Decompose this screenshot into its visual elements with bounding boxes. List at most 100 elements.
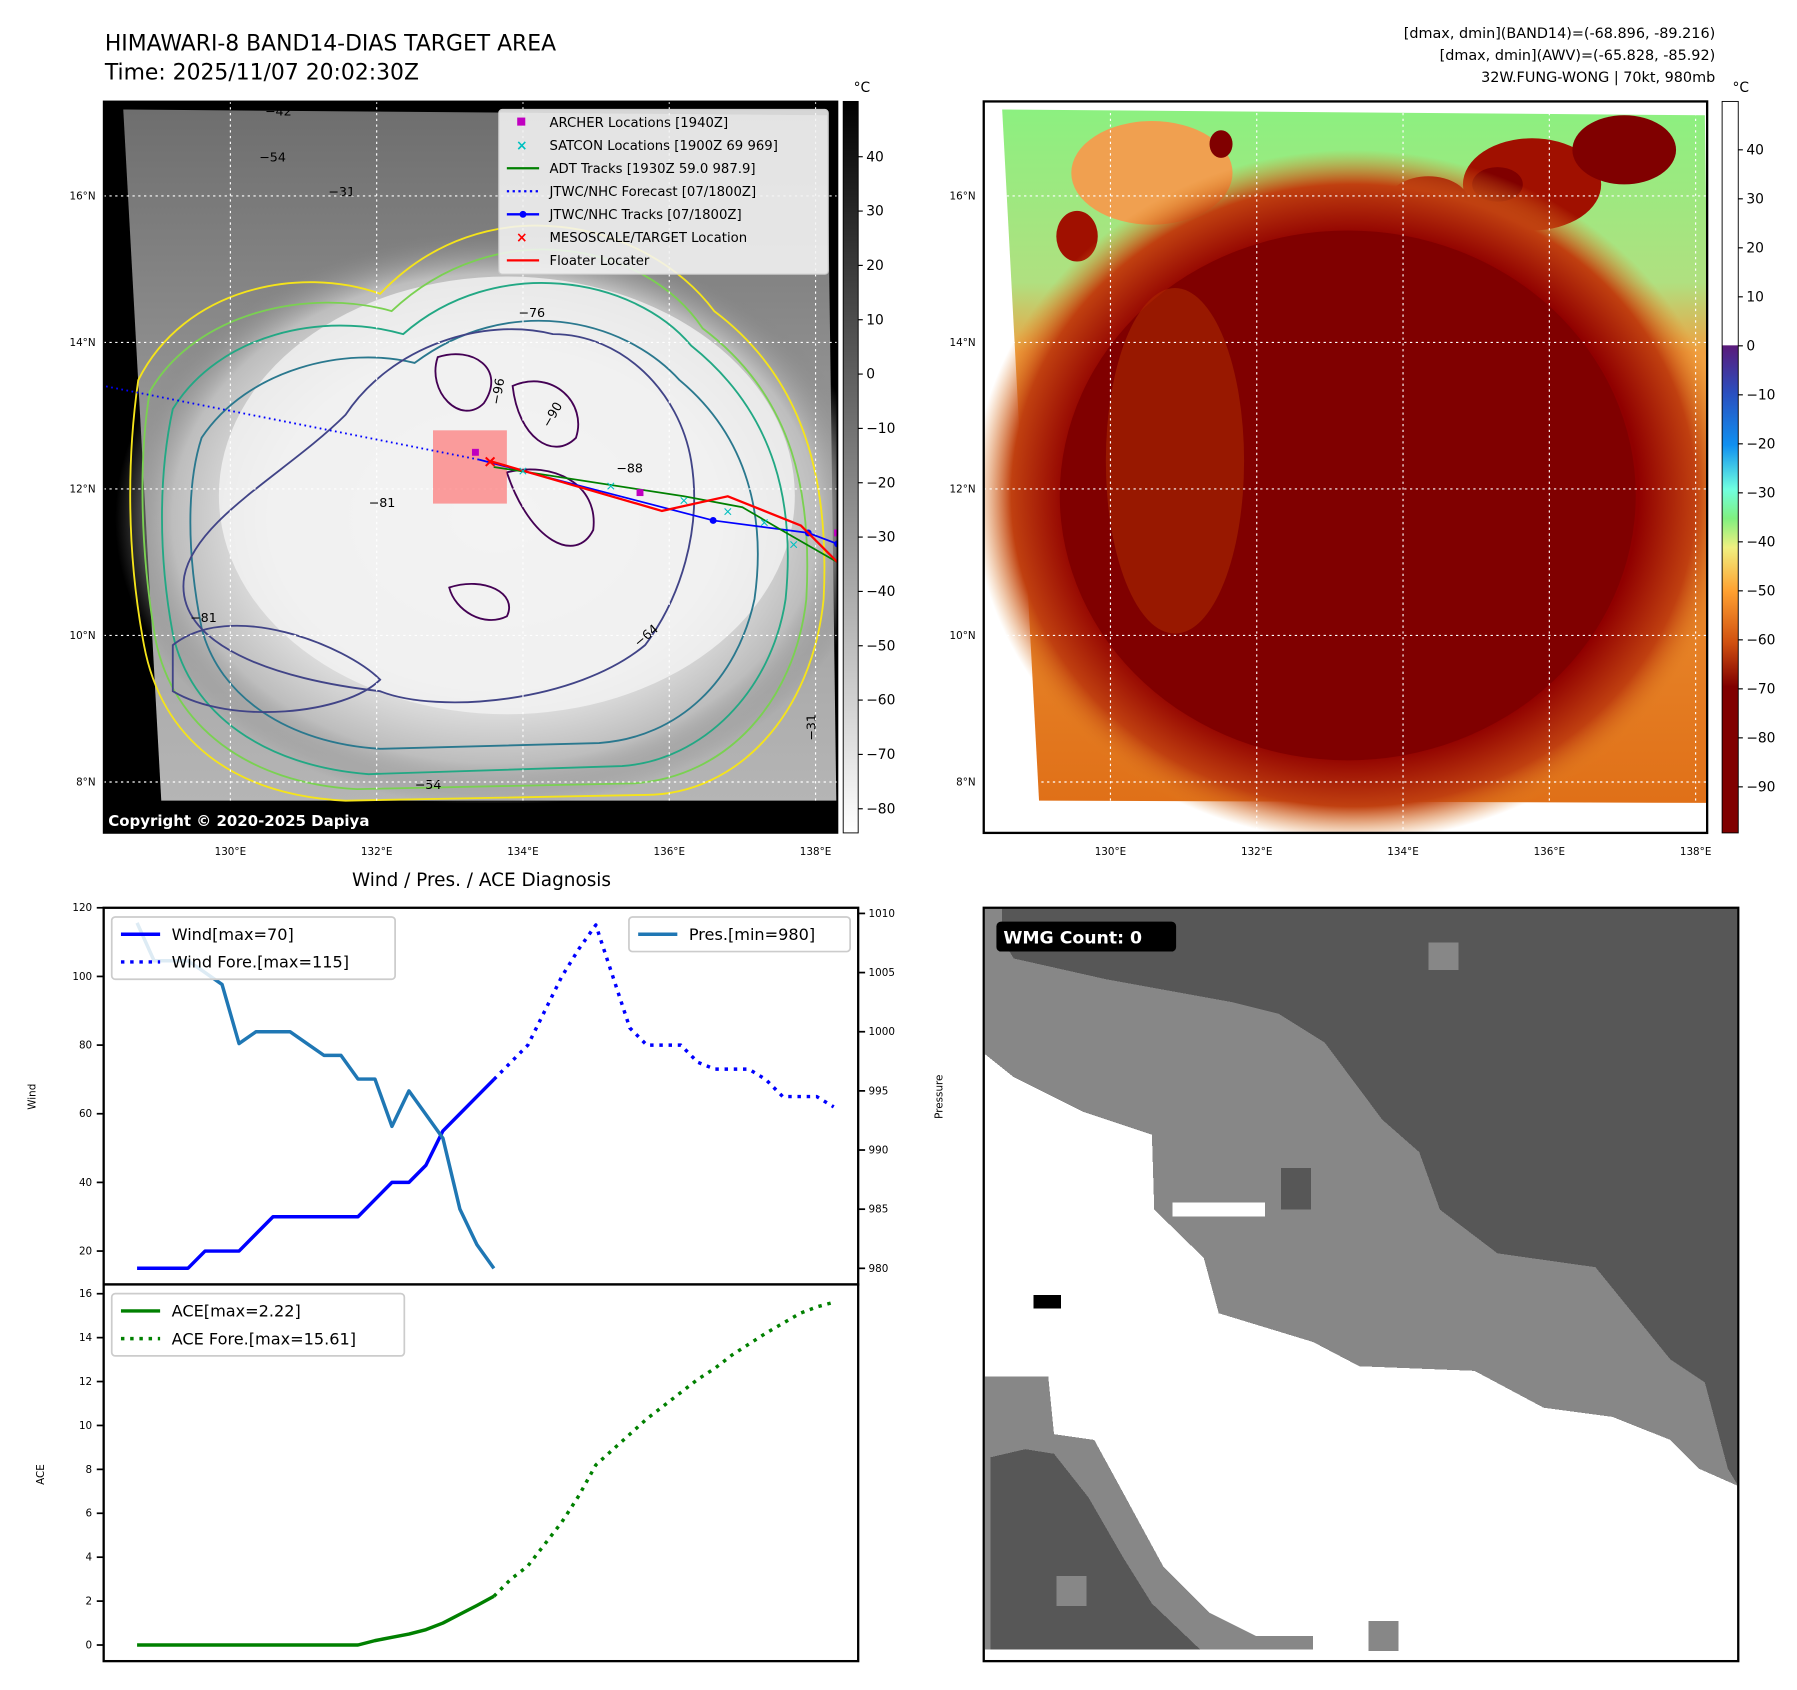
legend-label: Floater Locater: [549, 254, 649, 269]
colorbar-tick-label: −60: [866, 693, 895, 709]
colorbar-tick-label: −60: [1746, 632, 1775, 648]
y-tick-label: 20: [79, 1246, 92, 1258]
legend-item: JTWC/NHC Tracks [07/1800Z]: [506, 208, 742, 223]
adt-track-line: [493, 466, 838, 563]
legend-label: SATCON Locations [1900Z 69 969]: [549, 139, 777, 154]
svg-text:−76: −76: [518, 305, 545, 320]
legend-label: JTWC/NHC Tracks [07/1800Z]: [548, 208, 741, 223]
colorbar-tick-label: −20: [1746, 436, 1775, 452]
jtwc-track-point: [709, 516, 717, 524]
gridlines: [983, 101, 1708, 833]
chart-legend: [110, 916, 396, 981]
colorbar-tick-label: −10: [866, 421, 895, 437]
satcon-x-icon: ×: [722, 504, 733, 519]
legend-item: ARCHER Locations [1940Z]: [517, 116, 728, 131]
wind-pressure-chart: 20 40 60 80 100 120 980 985 990 995 1000 1005 1010 Wi…: [27, 902, 945, 1286]
satcon-x-icon: ×: [605, 478, 616, 493]
colorbar-tick-label: −70: [866, 747, 895, 763]
y-tick-label: 6: [86, 1508, 93, 1520]
satcon-x-icon: ×: [518, 463, 529, 478]
legend-label: MESOSCALE/TARGET Location: [549, 231, 747, 246]
y-tick-label: 40: [79, 1177, 92, 1189]
colorbar-tick-label: 40: [1746, 142, 1764, 158]
colorbar-unit: °C: [1732, 80, 1749, 96]
y-tick-label: 60: [79, 1108, 92, 1120]
x-marker-icon: ×: [516, 138, 528, 154]
legend-label: Wind[max=70]: [172, 925, 294, 944]
colorbar-tick-label: −80: [866, 801, 895, 817]
legend-label: Wind Fore.[max=115]: [172, 953, 349, 972]
colorbar-tick-label: 0: [1746, 338, 1755, 354]
y-tick-label: 12: [79, 1376, 92, 1388]
legend-item: Floater Locater: [506, 254, 650, 269]
ace-line: [137, 1594, 495, 1647]
svg-text:−54: −54: [415, 777, 442, 792]
left-map: −54 −42 −31 −76 −96 −90 −81 −81 −64 −88 …: [102, 100, 839, 834]
figure-title: HIMAWARI-8 BAND14-DIAS TARGET AREA: [105, 32, 556, 57]
lon-tick-label: 136°E: [654, 846, 686, 858]
colorbar-tick-label: −20: [866, 475, 895, 491]
colorbar-tick-label: −50: [866, 638, 895, 654]
y-tick-label: 100: [72, 971, 92, 983]
lat-tick-label: 10°N: [950, 630, 976, 642]
chart-legend: [628, 916, 851, 953]
svg-text:−31: −31: [804, 714, 819, 741]
colorbar-tick-label: −40: [866, 584, 895, 600]
dot-marker-icon: [519, 210, 527, 218]
lon-tick-label: 132°E: [1241, 846, 1273, 858]
legend-label: ACE[max=2.22]: [172, 1302, 301, 1321]
storm-info: 32W.FUNG-WONG | 70kt, 980mb: [1481, 70, 1715, 86]
lon-tick-label: 138°E: [1680, 846, 1712, 858]
chart-title: Wind / Pres. / ACE Diagnosis: [352, 870, 611, 891]
lat-tick-label: 12°N: [69, 483, 95, 495]
lon-tick-label: 130°E: [215, 846, 247, 858]
y-tick-label-right: 985: [869, 1204, 889, 1216]
jtwc-track-line: [478, 458, 838, 545]
colorbar-tick-label: 20: [1746, 240, 1764, 256]
lon-tick-label: 136°E: [1534, 846, 1566, 858]
colorbar-tick-label: 40: [866, 149, 884, 165]
colorbar-right: °C 40 30 20 10 0 −10 −20 −30 −40 −50 −60 −70 −80 −90: [1721, 80, 1775, 834]
jtwc-forecast-line: [105, 385, 480, 461]
y-tick-label-right: 980: [869, 1263, 889, 1275]
colorbar-tick-label: 10: [1746, 289, 1764, 305]
lat-tick-label: 14°N: [950, 337, 976, 349]
y-tick-label-right: 1000: [869, 1026, 895, 1038]
y-tick-label-right: 1010: [869, 908, 895, 920]
colorbar-tick-label: 20: [866, 258, 884, 274]
archer-square-icon: [834, 529, 838, 537]
x-marker-icon: ×: [516, 230, 528, 246]
y-tick-label: 80: [79, 1040, 92, 1052]
lat-tick-label: 8°N: [76, 776, 96, 788]
legend-label: ARCHER Locations [1940Z]: [549, 116, 728, 131]
stats-awv: [dmax, dmin](AWV)=(-65.828, -85.92): [1440, 48, 1716, 64]
y-tick-label: 10: [79, 1420, 92, 1432]
storm-tracks: × × × × × × ×: [105, 385, 838, 564]
y-tick-label: 16: [79, 1288, 92, 1300]
y-tick-label-right: 995: [869, 1085, 889, 1097]
stats-band14: [dmax, dmin](BAND14)=(-68.896, -89.216): [1404, 26, 1715, 42]
y-axis-label-ace: ACE: [35, 1464, 47, 1485]
colorbar-tick-label: −10: [1746, 387, 1775, 403]
lat-tick-label: 8°N: [956, 776, 976, 788]
map-legend: ARCHER Locations [1940Z] × SATCON Location…: [498, 108, 829, 275]
wind-line: [137, 1078, 496, 1270]
y-axis-label-wind: Wind: [27, 1084, 39, 1110]
colorbar-tick-label: −90: [1746, 779, 1775, 795]
svg-text:−31: −31: [328, 184, 355, 199]
colorbar-tick-label: −80: [1746, 730, 1775, 746]
wmg-count: WMG Count: 0: [1003, 928, 1142, 948]
colorbar-tick-label: −50: [1746, 583, 1775, 599]
y-axis-label-pressure: Pressure: [933, 1075, 945, 1119]
colorbar-tick-label: −30: [866, 530, 895, 546]
satcon-x-icon: ×: [759, 515, 770, 530]
satcon-x-icon: ×: [788, 536, 799, 551]
legend-label: ADT Tracks [1930Z 59.0 987.9]: [549, 162, 755, 177]
left-map-axis-ticks: 16°N 14°N 12°N 10°N 8°N 130°E 132°E 134°E 136°E 1…: [69, 190, 831, 857]
lat-tick-label: 14°N: [69, 337, 95, 349]
legend-item: JTWC/NHC Forecast [07/1800Z]: [506, 185, 756, 200]
colorbar-unit: °C: [854, 80, 871, 96]
ace-chart: 0 2 4 6 8 10 12 14 16 ACE[max=2.22] ACE Fore.[max=…: [35, 1283, 860, 1663]
archer-square-icon: [471, 448, 479, 456]
